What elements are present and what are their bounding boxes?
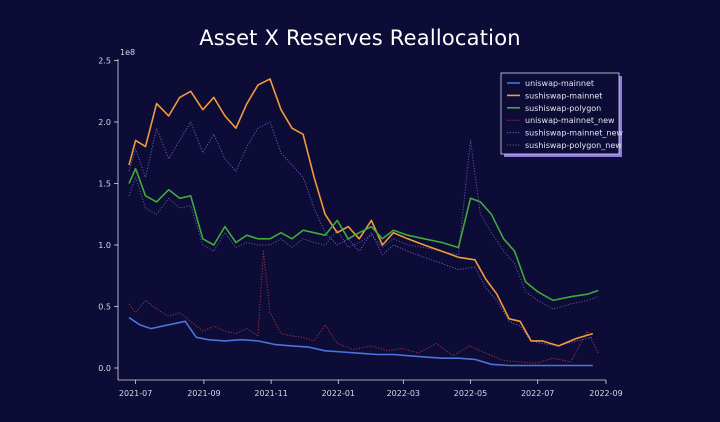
x-tick-label: 2021-07: [119, 389, 152, 398]
x-tick-label: 2022-01: [322, 389, 355, 398]
legend-box: [500, 72, 620, 155]
legend-label: uniswap-mainnet_new: [525, 116, 615, 125]
legend-label: uniswap-mainnet: [525, 79, 594, 88]
axis-layer: 1e8 0.0 0.5 1.0 1.5 2.0 2.5 2021-07 2021-09 2021…: [98, 48, 622, 398]
series-line-sushiswap-polygon: [128, 167, 599, 302]
x-tick-label: 2022-05: [454, 389, 487, 398]
y-tick-label: 1.5: [98, 180, 111, 189]
x-tick-label: 2022-03: [387, 389, 420, 398]
legend: uniswap-mainnet sushiswap-mainnet sushiswa…: [500, 72, 623, 157]
legend-label: sushiswap-mainnet_new: [525, 129, 623, 138]
series-line-uniswap-mainnet: [128, 316, 593, 367]
series-line-sushiswap-mainnet-new: [128, 121, 593, 347]
series-line-sushiswap-polygon-new: [128, 139, 599, 310]
x-tick-label: 2022-07: [521, 389, 554, 398]
y-scale-label: 1e8: [120, 48, 135, 57]
chart-title: Asset X Reserves Reallocation: [199, 26, 521, 50]
legend-label: sushiswap-mainnet: [525, 91, 602, 100]
y-tick-label: 2.5: [98, 57, 111, 66]
y-tick-label: 1.0: [98, 241, 111, 250]
y-tick-label: 2.0: [98, 118, 111, 127]
y-tick-label: 0.0: [98, 364, 111, 373]
y-tick-label: 0.5: [98, 303, 111, 312]
x-tick-label: 2021-11: [254, 389, 287, 398]
x-tick-label: 2021-09: [187, 389, 220, 398]
legend-label: sushiswap-polygon_new: [525, 141, 622, 150]
series-line-uniswap-mainnet-new: [128, 250, 599, 364]
legend-label: sushiswap-polygon: [525, 104, 601, 113]
series-layer: [128, 78, 599, 367]
series-line-sushiswap-mainnet: [128, 78, 594, 347]
x-tick-label: 2022-09: [589, 389, 622, 398]
